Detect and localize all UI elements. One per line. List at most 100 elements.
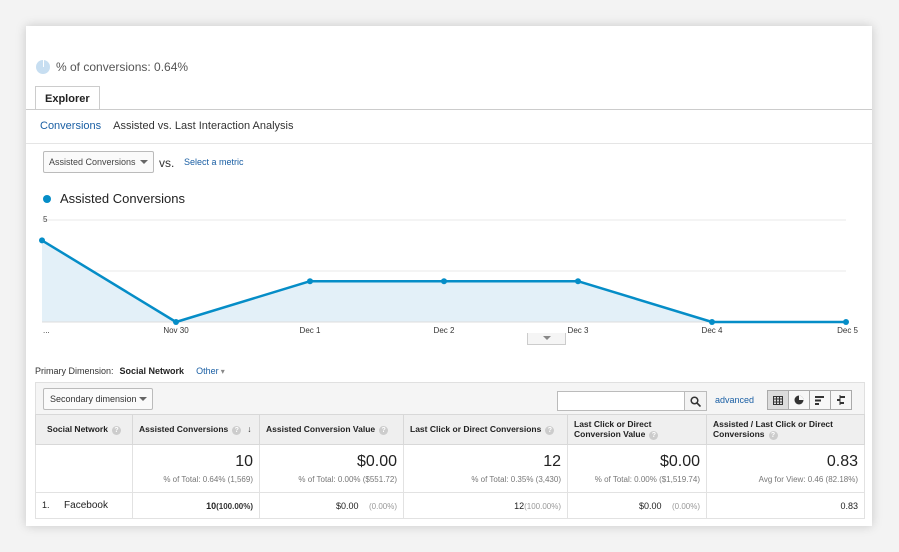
total-sub: % of Total: 0.35% (3,430): [471, 475, 561, 484]
conversion-summary-text: % of conversions: 0.64%: [56, 60, 189, 74]
total-cell: 12 % of Total: 0.35% (3,430): [403, 444, 568, 493]
bar-view-button[interactable]: [809, 390, 831, 410]
row-assisted-cell: 10(100.00%): [132, 492, 260, 519]
search-button[interactable]: [685, 391, 707, 411]
total-value: $0.00: [659, 453, 700, 470]
help-icon[interactable]: ?: [545, 425, 555, 435]
search-icon: [690, 395, 701, 407]
primary-dimension-label: Primary Dimension:: [35, 366, 114, 376]
chart-legend: Assisted Conversions: [43, 191, 185, 206]
row-assisted-value: 10: [206, 500, 217, 511]
data-point: [173, 319, 179, 325]
metric-dropdown[interactable]: Assisted Conversions: [43, 151, 154, 173]
total-cell: $0.00 % of Total: 0.00% ($551.72): [259, 444, 404, 493]
data-point: [843, 319, 849, 325]
row-last-click-value-amount: $0.00: [638, 500, 662, 511]
conversion-summary: % of conversions: 0.64%: [36, 60, 188, 74]
x-tick-label: Dec 1: [300, 326, 321, 335]
column-assisted-conversion-value[interactable]: Assisted Conversion Value?: [259, 414, 404, 445]
subtab-assisted-vs-last[interactable]: Assisted vs. Last Interaction Analysis: [113, 120, 294, 132]
pie-view-icon: [794, 395, 804, 405]
x-tick-label: Dec 3: [568, 326, 589, 335]
subtab-bar: Conversions Assisted vs. Last Interactio…: [40, 120, 294, 132]
tab-divider: [26, 109, 872, 110]
table-view-button[interactable]: [767, 390, 789, 410]
legend-dot-icon: [43, 194, 51, 203]
data-table: Social Network? Assisted Conversions? ↓ A…: [35, 414, 865, 519]
help-icon[interactable]: ?: [768, 430, 778, 440]
row-index: 1.: [42, 500, 50, 510]
help-icon[interactable]: ?: [649, 430, 659, 440]
comparison-icon: [837, 395, 845, 405]
column-assisted-conversions[interactable]: Assisted Conversions? ↓: [132, 414, 260, 445]
row-assisted-value-amount: $0.00: [335, 500, 359, 511]
row-last-click-cell: 12(100.00%): [403, 492, 568, 519]
column-label: Assisted / Last Click or Direct Conversi…: [713, 419, 833, 440]
row-last-click-pct: (100.00%): [524, 501, 561, 511]
column-last-click-conversion-value[interactable]: Last Click or Direct Conversion Value?: [567, 414, 707, 445]
comparison-view-button[interactable]: [830, 390, 852, 410]
table-row: 1. Facebook 10(100.00%) $0.00 (0.00%) 12…: [35, 492, 865, 519]
legend-label: Assisted Conversions: [60, 191, 185, 206]
column-last-click-conversions[interactable]: Last Click or Direct Conversions?: [403, 414, 568, 445]
select-metric-link[interactable]: Select a metric: [184, 157, 244, 167]
row-last-click-value: 12: [514, 500, 525, 511]
totals-row: 10 % of Total: 0.64% (1,569) $0.00 % of …: [35, 444, 865, 493]
total-sub: % of Total: 0.64% (1,569): [163, 475, 253, 484]
column-label: Last Click or Direct Conversion Value: [574, 419, 652, 440]
data-point: [709, 319, 715, 325]
x-tick-label: ...: [43, 326, 50, 335]
advanced-filter-link[interactable]: advanced: [715, 395, 755, 405]
column-label: Assisted Conversion Value: [266, 424, 376, 435]
column-label: Social Network: [47, 424, 108, 435]
row-last-click-value-pct: (0.00%): [671, 501, 700, 511]
total-sub: % of Total: 0.00% ($551.72): [298, 475, 397, 484]
bar-chart-icon: [815, 395, 824, 405]
y-tick-label: 5: [43, 215, 48, 224]
row-dimension-cell: 1. Facebook: [35, 492, 133, 519]
vs-label: vs.: [159, 156, 175, 170]
total-value: $0.00: [356, 453, 397, 470]
total-value: 0.83: [826, 453, 858, 470]
primary-dimension-bar: Primary Dimension: Social Network Other: [35, 366, 225, 376]
column-assisted-last-click-ratio[interactable]: Assisted / Last Click or Direct Conversi…: [706, 414, 865, 445]
total-sub: % of Total: 0.00% ($1,519.74): [594, 475, 700, 484]
chevron-down-icon: [139, 397, 147, 401]
primary-dimension-other[interactable]: Other: [196, 366, 225, 376]
chart-collapse-toggle[interactable]: [527, 333, 566, 345]
help-icon[interactable]: ?: [379, 425, 389, 435]
x-tick-label: Dec 2: [434, 326, 455, 335]
row-ratio-value: 0.83: [840, 500, 858, 511]
data-point: [39, 237, 45, 244]
subtab-conversions[interactable]: Conversions: [40, 120, 102, 132]
sort-down-icon: ↓: [247, 424, 252, 435]
grid-icon: [773, 395, 783, 405]
help-icon[interactable]: ?: [111, 425, 121, 435]
total-sub: Avg for View: 0.46 (82.18%): [758, 475, 858, 484]
help-icon[interactable]: ?: [232, 425, 242, 435]
metric-dropdown-value: Assisted Conversions: [49, 157, 136, 167]
x-tick-label: Dec 5: [837, 326, 858, 335]
table-search-input[interactable]: [557, 391, 685, 411]
chevron-down-icon: [140, 160, 148, 164]
total-value: 12: [543, 453, 561, 470]
row-assisted-value-pct: (0.00%): [368, 501, 397, 511]
row-assisted-value-cell: $0.00 (0.00%): [259, 492, 404, 519]
column-social-network[interactable]: Social Network?: [35, 414, 133, 445]
row-name-link[interactable]: Facebook: [64, 500, 108, 511]
table-toolbar: [35, 382, 865, 414]
pie-chart-icon: [36, 60, 50, 74]
view-switcher: [767, 390, 852, 410]
x-tick-label: Dec 4: [702, 326, 723, 335]
total-value: 10: [235, 453, 253, 470]
secondary-dimension-dropdown[interactable]: Secondary dimension: [43, 388, 153, 410]
secondary-dimension-label: Secondary dimension: [50, 394, 137, 404]
report-card: % of conversions: 0.64% Explorer Convers…: [26, 26, 872, 526]
tab-explorer[interactable]: Explorer: [35, 86, 100, 110]
total-cell: $0.00 % of Total: 0.00% ($1,519.74): [567, 444, 707, 493]
row-ratio-cell: 0.83: [706, 492, 865, 519]
primary-dimension-value[interactable]: Social Network: [119, 366, 185, 376]
pie-view-button[interactable]: [788, 390, 810, 410]
x-tick-label: Nov 30: [163, 326, 189, 335]
